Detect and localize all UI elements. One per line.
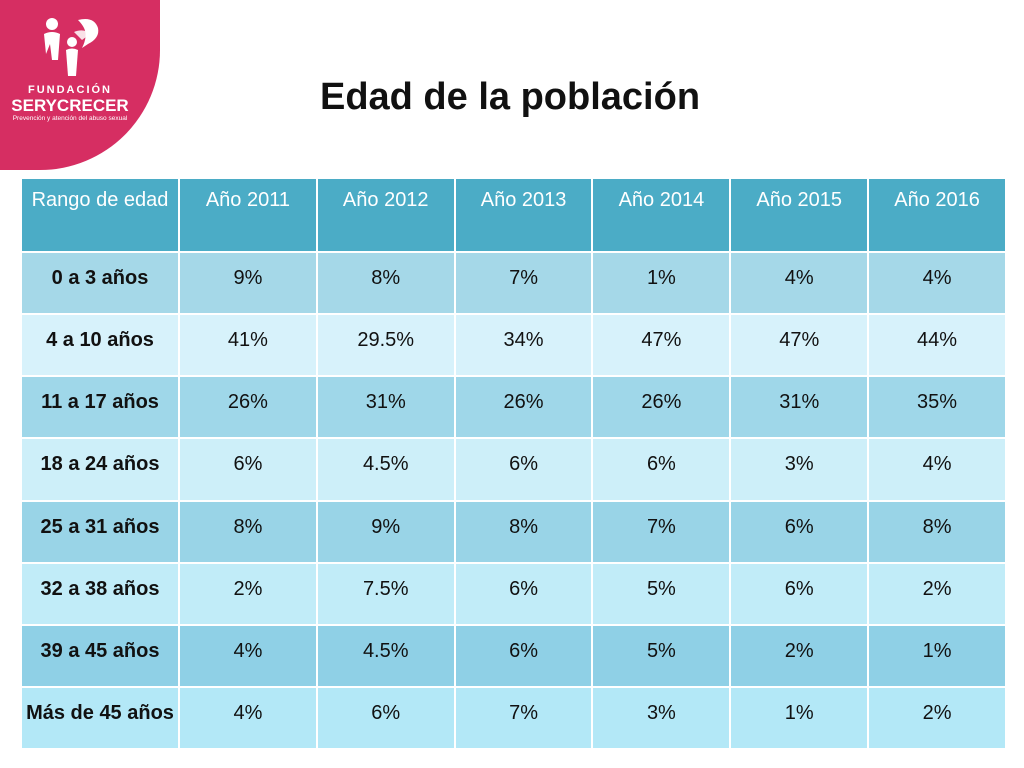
column-header: Rango de edad bbox=[20, 177, 180, 253]
column-header: Año 2015 bbox=[729, 177, 870, 253]
table-cell: 5% bbox=[591, 623, 732, 688]
row-label: 25 a 31 años bbox=[20, 499, 180, 564]
table-cell: 9% bbox=[178, 250, 318, 316]
table-row: 0 a 3 años 9% 8% 7% 1% 4% 4% bbox=[20, 250, 1007, 316]
age-table: Rango de edad Año 2011 Año 2012 Año 2013… bbox=[20, 177, 1007, 751]
table-cell: 4% bbox=[867, 250, 1007, 316]
logo-tagline: Prevención y atención del abuso sexual bbox=[12, 115, 128, 122]
table-cell: 2% bbox=[867, 561, 1007, 626]
table-cell: 1% bbox=[729, 685, 870, 751]
table-row: 4 a 10 años 41% 29.5% 34% 47% 47% 44% bbox=[20, 313, 1007, 378]
table-cell: 1% bbox=[867, 623, 1007, 688]
table-cell: 4% bbox=[729, 250, 870, 316]
table-cell: 6% bbox=[315, 685, 456, 751]
table-cell: 35% bbox=[867, 375, 1007, 440]
table-cell: 8% bbox=[315, 250, 456, 316]
table-cell: 4% bbox=[178, 685, 318, 751]
table-cell: 31% bbox=[315, 375, 456, 440]
table-row: 18 a 24 años 6% 4.5% 6% 6% 3% 4% bbox=[20, 437, 1007, 502]
table-cell: 44% bbox=[867, 313, 1007, 378]
row-label: 18 a 24 años bbox=[20, 437, 180, 502]
table-cell: 6% bbox=[453, 561, 594, 626]
data-table: Rango de edad Año 2011 Año 2012 Año 2013… bbox=[20, 177, 1007, 751]
table-cell: 2% bbox=[178, 561, 318, 626]
table-cell: 7% bbox=[453, 250, 594, 316]
table-row: 39 a 45 años 4% 4.5% 6% 5% 2% 1% bbox=[20, 623, 1007, 688]
table-cell: 4% bbox=[867, 437, 1007, 502]
table-cell: 2% bbox=[729, 623, 870, 688]
column-header: Año 2012 bbox=[315, 177, 456, 253]
table-cell: 2% bbox=[867, 685, 1007, 751]
row-label: 0 a 3 años bbox=[20, 250, 180, 316]
table-cell: 8% bbox=[867, 499, 1007, 564]
table-cell: 34% bbox=[453, 313, 594, 378]
logo: FUNDACIÓN SERYCRECER Prevención y atenci… bbox=[0, 0, 160, 170]
family-hands-icon bbox=[44, 18, 99, 76]
row-label: 32 a 38 años bbox=[20, 561, 180, 626]
table-cell: 3% bbox=[591, 685, 732, 751]
table-row: Más de 45 años 4% 6% 7% 3% 1% 2% bbox=[20, 685, 1007, 751]
table-cell: 4% bbox=[178, 623, 318, 688]
table-cell: 7% bbox=[453, 685, 594, 751]
column-header: Año 2014 bbox=[591, 177, 732, 253]
table-cell: 7% bbox=[591, 499, 732, 564]
table-cell: 6% bbox=[178, 437, 318, 502]
logo-line1: FUNDACIÓN bbox=[28, 84, 112, 96]
table-cell: 8% bbox=[178, 499, 318, 564]
table-cell: 47% bbox=[591, 313, 732, 378]
table-cell: 6% bbox=[591, 437, 732, 502]
table-cell: 4.5% bbox=[315, 623, 456, 688]
table-cell: 29.5% bbox=[315, 313, 456, 378]
table-cell: 26% bbox=[178, 375, 318, 440]
table-cell: 6% bbox=[453, 623, 594, 688]
table-cell: 41% bbox=[178, 313, 318, 378]
column-header: Año 2011 bbox=[178, 177, 318, 253]
row-label: 4 a 10 años bbox=[20, 313, 180, 378]
table-cell: 26% bbox=[453, 375, 594, 440]
table-cell: 31% bbox=[729, 375, 870, 440]
table-cell: 47% bbox=[729, 313, 870, 378]
table-cell: 6% bbox=[453, 437, 594, 502]
table-cell: 5% bbox=[591, 561, 732, 626]
table-cell: 8% bbox=[453, 499, 594, 564]
row-label: Más de 45 años bbox=[20, 685, 180, 751]
table-cell: 4.5% bbox=[315, 437, 456, 502]
row-label: 11 a 17 años bbox=[20, 375, 180, 440]
page-title: Edad de la población bbox=[319, 76, 701, 118]
table-cell: 1% bbox=[591, 250, 732, 316]
header-row: Rango de edad Año 2011 Año 2012 Año 2013… bbox=[20, 177, 1007, 253]
column-header: Año 2016 bbox=[867, 177, 1007, 253]
table-cell: 3% bbox=[729, 437, 870, 502]
table-cell: 7.5% bbox=[315, 561, 456, 626]
table-cell: 6% bbox=[729, 561, 870, 626]
table-cell: 9% bbox=[315, 499, 456, 564]
table-row: 11 a 17 años 26% 31% 26% 26% 31% 35% bbox=[20, 375, 1007, 440]
row-label: 39 a 45 años bbox=[20, 623, 180, 688]
table-cell: 26% bbox=[591, 375, 732, 440]
logo-line2: SERYCRECER bbox=[11, 96, 129, 115]
table-row: 25 a 31 años 8% 9% 8% 7% 6% 8% bbox=[20, 499, 1007, 564]
table-row: 32 a 38 años 2% 7.5% 6% 5% 6% 2% bbox=[20, 561, 1007, 626]
column-header: Año 2013 bbox=[453, 177, 594, 253]
table-cell: 6% bbox=[729, 499, 870, 564]
